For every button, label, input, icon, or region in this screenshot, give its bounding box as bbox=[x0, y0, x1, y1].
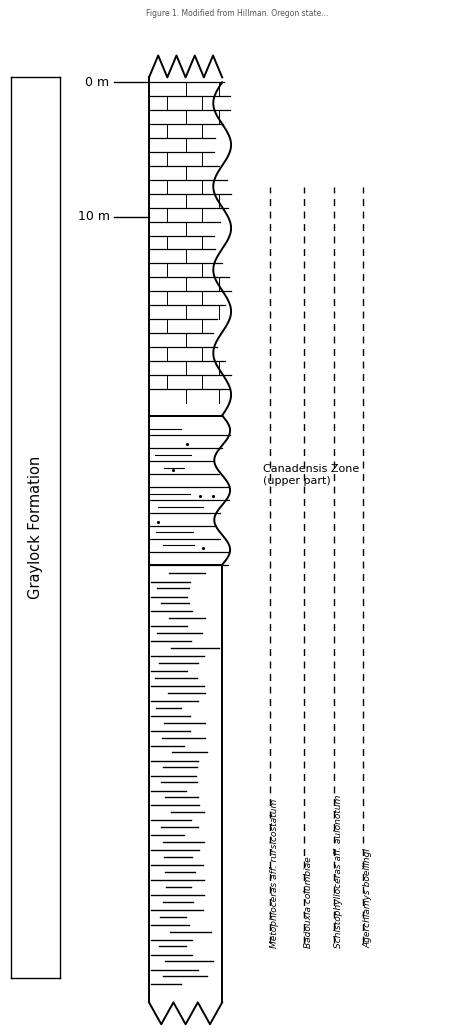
Text: Schistophylloceras aff. aulonotum: Schistophylloceras aff. aulonotum bbox=[334, 794, 343, 948]
Text: 0 m: 0 m bbox=[85, 76, 109, 89]
Text: 10 m: 10 m bbox=[78, 210, 109, 224]
Text: Badouxia columbiae: Badouxia columbiae bbox=[304, 856, 313, 948]
Text: Metophioceras aff. rursicostatum: Metophioceras aff. rursicostatum bbox=[270, 798, 279, 948]
Text: Graylock Formation: Graylock Formation bbox=[28, 455, 43, 599]
Text: Figure 1. Modified from Hillman. Oregon state...: Figure 1. Modified from Hillman. Oregon … bbox=[146, 8, 328, 18]
Text: Agerchlamys boellingi: Agerchlamys boellingi bbox=[364, 848, 373, 948]
Text: Canadensis Zone
(upper part): Canadensis Zone (upper part) bbox=[263, 465, 359, 486]
